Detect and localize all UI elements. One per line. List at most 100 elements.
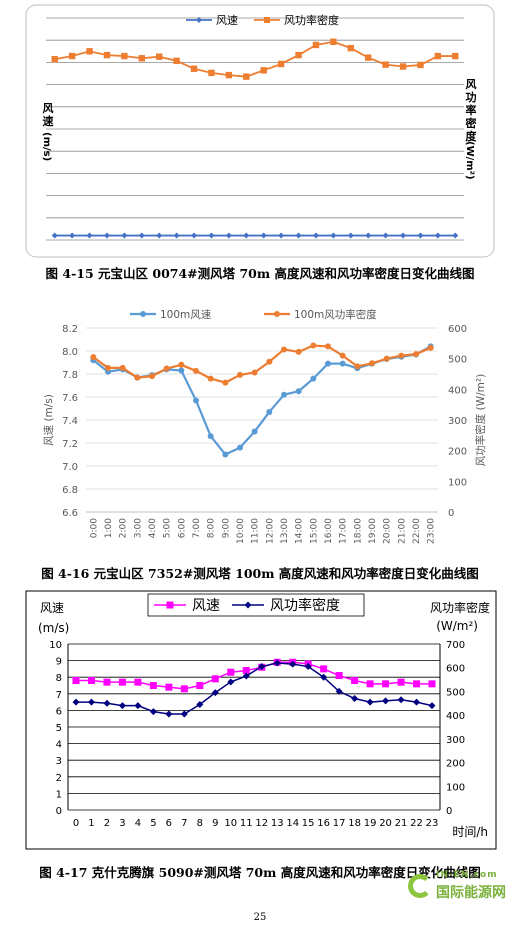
y-tick-label-left: 9 — [56, 657, 62, 668]
x-tick-label: 1 — [88, 818, 94, 829]
data-point — [119, 679, 126, 686]
x-tick-label: 10:00 — [236, 518, 246, 544]
data-point — [104, 52, 110, 58]
y-axis-title-left: 速 — [43, 114, 54, 128]
x-tick-label: 19 — [364, 818, 377, 829]
x-tick-label: 21:00 — [397, 518, 407, 544]
data-point — [435, 53, 441, 59]
data-point — [429, 680, 436, 687]
data-point — [226, 72, 232, 78]
data-point — [90, 354, 96, 360]
y-axis-title-left: 风速 (m/s) — [43, 394, 55, 446]
x-tick-label: 23:00 — [427, 518, 437, 544]
data-point — [367, 680, 374, 687]
data-point — [73, 677, 80, 684]
chart-4-16: 6.6 6.8 7.0 7.2 7.4 7.6 7.8 8.0 8.2 0 100 200 300 400… — [0, 290, 520, 558]
y-tick-label-right: 300 — [446, 735, 465, 746]
x-tick-label: 0:00 — [89, 518, 99, 538]
figure-4-16: 6.6 6.8 7.0 7.2 7.4 7.6 7.8 8.0 8.2 0 100 200 300 400… — [0, 290, 520, 558]
data-point — [208, 376, 214, 382]
data-point — [150, 682, 157, 689]
y-tick-label-left: 7.8 — [62, 370, 78, 381]
y-tick-label-left: 0 — [56, 806, 62, 817]
x-tick-label: 9 — [212, 818, 218, 829]
x-tick-label: 12 — [255, 818, 268, 829]
x-tick-label: 21 — [395, 818, 408, 829]
caption-4-16: 图 4-16 元宝山区 7352#测风塔 100m 高度风速和风功率密度日变化曲… — [0, 563, 520, 582]
leaf-icon — [408, 874, 432, 898]
y-axis-title-left: 风 — [43, 101, 54, 115]
x-tick-label: 23 — [426, 818, 439, 829]
y-tick-label-right: 500 — [448, 355, 467, 366]
data-point — [278, 61, 284, 67]
data-point — [165, 684, 172, 691]
data-point — [52, 56, 58, 62]
data-point — [208, 433, 214, 439]
data-point — [413, 680, 420, 687]
x-tick-label: 12:00 — [265, 518, 275, 544]
legend-label: 100m风速 — [160, 309, 212, 321]
x-tick-label: 17:00 — [339, 518, 349, 544]
y-tick-label-right: 600 — [448, 324, 467, 335]
y-tick-label-right: 100 — [448, 477, 467, 488]
y-tick-label-left: 10 — [49, 640, 62, 651]
y-tick-label-right: 100 — [446, 782, 465, 793]
data-point — [313, 42, 319, 48]
x-tick-label: 18:00 — [353, 518, 363, 544]
y-tick-label-right: 0 — [448, 508, 454, 519]
x-tick-label: 4 — [135, 818, 141, 829]
data-point — [139, 55, 145, 61]
data-point — [164, 365, 170, 371]
data-point — [252, 369, 258, 375]
data-point — [295, 52, 301, 58]
y-tick-label-right: 200 — [446, 759, 465, 770]
y-tick-label-left: 4 — [56, 740, 62, 751]
x-tick-label: 1:00 — [104, 518, 114, 538]
data-point — [120, 365, 126, 371]
data-point — [340, 361, 346, 367]
y-tick-label-right: 400 — [448, 385, 467, 396]
x-tick-label: 22:00 — [412, 518, 422, 544]
y-axis-title-right: 率 — [466, 103, 477, 117]
y-tick-label-right: 600 — [446, 664, 465, 675]
y-tick-label-left: 6.6 — [62, 508, 78, 519]
data-point — [222, 380, 228, 386]
data-point — [384, 356, 390, 362]
x-tick-label: 19:00 — [368, 518, 378, 544]
legend-marker — [140, 311, 146, 317]
x-tick-label: 2 — [104, 818, 110, 829]
y-axis-title-right-unit: (W/m²) — [436, 619, 478, 633]
y-tick-label-left: 6 — [56, 706, 62, 717]
x-tick-label: 0 — [73, 818, 79, 829]
data-point — [369, 360, 375, 366]
data-point — [237, 445, 243, 451]
x-tick-label: 11:00 — [251, 518, 261, 544]
x-tick-label: 5:00 — [163, 518, 173, 538]
y-tick-label-left: 1 — [56, 789, 62, 800]
data-point — [252, 429, 258, 435]
data-point — [134, 375, 140, 381]
x-tick-label: 6:00 — [177, 518, 187, 538]
data-point — [88, 677, 95, 684]
data-point — [178, 362, 184, 368]
y-axis-title-left: 风速 — [40, 601, 64, 615]
data-point — [281, 346, 287, 352]
data-point — [351, 677, 358, 684]
x-tick-label: 9:00 — [221, 518, 231, 538]
legend-marker — [167, 602, 174, 609]
x-tick-label: 13 — [271, 818, 284, 829]
y-tick-label-left: 7 — [56, 690, 62, 701]
data-point — [243, 73, 249, 79]
x-tick-label: 3 — [119, 818, 125, 829]
data-point — [296, 388, 302, 394]
x-tick-label: 4:00 — [148, 518, 158, 538]
y-tick-label-right: 700 — [446, 640, 465, 651]
y-axis-title-left-unit: (m/s) — [38, 621, 69, 635]
y-axis-title-right-unit: (W/m²) — [464, 141, 475, 180]
x-tick-label: 15:00 — [309, 518, 319, 544]
legend-marker — [274, 311, 280, 317]
y-tick-label-left: 7.0 — [62, 462, 78, 473]
y-axis-title-right: 密 — [466, 116, 477, 130]
y-tick-label-right: 0 — [446, 806, 452, 817]
data-point — [310, 342, 316, 348]
